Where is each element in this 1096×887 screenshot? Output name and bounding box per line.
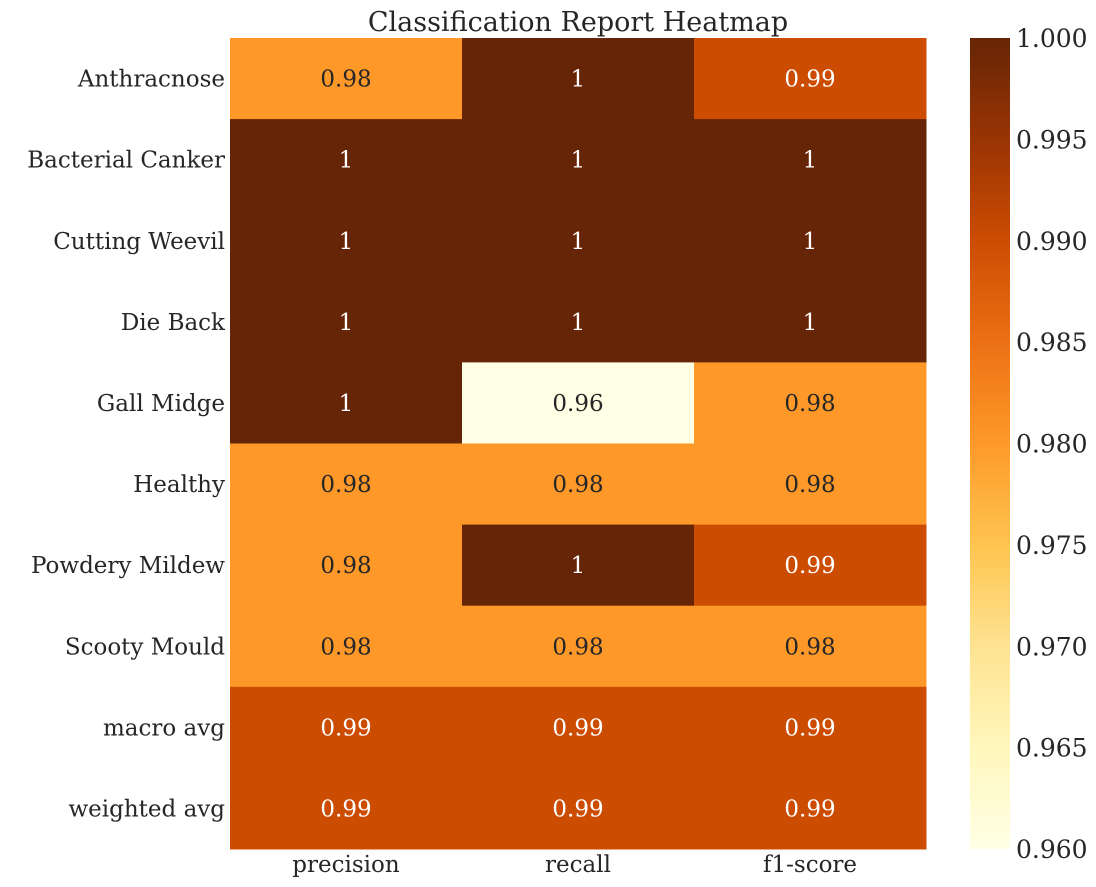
colorbar-tick-label: 0.985 [1016, 328, 1088, 357]
heatmap-cell [694, 605, 927, 688]
cell-value-label: 1 [339, 310, 354, 336]
heatmap-cells [230, 38, 927, 850]
colorbar-tick-label: 0.995 [1016, 125, 1088, 154]
heatmap-cell [694, 200, 927, 282]
heatmap-cell [462, 38, 695, 120]
row-label: Die Back [121, 310, 226, 336]
colorbar-tick-label: 1.000 [1016, 24, 1088, 53]
row-label: Powdery Mildew [31, 553, 225, 579]
heatmap-cell [230, 362, 463, 444]
row-label: Scooty Mould [65, 634, 225, 660]
colorbar-tick-label: 0.980 [1016, 430, 1088, 459]
heatmap-cell [230, 281, 463, 363]
heatmap-cell [694, 767, 927, 850]
cell-value-label: 0.98 [320, 553, 371, 579]
cell-value-label: 0.98 [784, 634, 835, 660]
cell-value-label: 0.99 [784, 796, 835, 822]
column-labels: precision recall f1-score [292, 852, 857, 878]
cell-value-label: 0.99 [552, 796, 603, 822]
cell-value-label: 0.98 [784, 391, 835, 417]
column-label: f1-score [763, 852, 857, 878]
cell-value-label: 1 [571, 229, 586, 255]
colorbar [970, 38, 1010, 849]
cell-value-label: 0.98 [320, 67, 371, 93]
cell-value-label: 1 [339, 229, 354, 255]
cell-value-label: 1 [803, 229, 818, 255]
heatmap-cell [694, 281, 927, 363]
row-label: Anthracnose [77, 67, 225, 93]
row-label: weighted avg [68, 796, 225, 822]
heatmap-cell [230, 524, 463, 607]
heatmap-cell [462, 686, 695, 769]
cell-value-label: 1 [571, 67, 586, 93]
cell-value-label: 1 [803, 148, 818, 174]
cell-value-label: 1 [571, 310, 586, 336]
column-label: precision [292, 852, 400, 878]
heatmap-cell [462, 524, 695, 607]
cell-value-label: 0.98 [552, 472, 603, 498]
heatmap-cell [694, 443, 927, 526]
row-label: Gall Midge [97, 391, 225, 417]
column-label: recall [545, 852, 611, 878]
heatmap-cell [694, 38, 927, 120]
heatmap-cell [462, 605, 695, 688]
heatmap-cell [230, 605, 463, 688]
cell-value-label: 0.98 [320, 472, 371, 498]
heatmap-cell [230, 767, 463, 850]
heatmap-cell [462, 281, 695, 363]
row-label: Healthy [133, 472, 225, 498]
heatmap-cell [694, 686, 927, 769]
row-label: Bacterial Canker [27, 148, 225, 174]
colorbar-ticks: 1.000 0.995 0.990 0.985 0.980 0.975 0.970 0.965… [1016, 24, 1088, 864]
colorbar-tick-label: 0.965 [1016, 734, 1088, 763]
colorbar-tick-label: 0.970 [1016, 632, 1088, 661]
heatmap-cell [462, 200, 695, 282]
row-labels: Anthracnose Bacterial Canker Cutting Weevi… [27, 67, 226, 823]
cell-value-label: 0.99 [784, 67, 835, 93]
heatmap-cell [230, 443, 463, 526]
cell-value-label: 0.99 [784, 553, 835, 579]
cell-value-label: 0.96 [552, 391, 603, 417]
heatmap-cell [230, 200, 463, 282]
heatmap-cell [462, 119, 695, 201]
cell-value-label: 1 [339, 148, 354, 174]
colorbar-tick-label: 0.990 [1016, 227, 1088, 256]
cell-value-label: 1 [571, 148, 586, 174]
cell-value-label: 0.99 [320, 796, 371, 822]
cell-value-label: 0.99 [784, 715, 835, 741]
heatmap-cell [230, 119, 463, 201]
heatmap-cell [694, 119, 927, 201]
colorbar-tick-label: 0.975 [1016, 531, 1088, 560]
heatmap-cell [462, 443, 695, 526]
heatmap-cell [694, 362, 927, 444]
cell-value-label: 1 [571, 553, 586, 579]
cell-value-label: 0.98 [784, 472, 835, 498]
row-label: macro avg [103, 715, 225, 741]
cell-value-label: 0.98 [320, 634, 371, 660]
row-label: Cutting Weevil [53, 229, 225, 255]
heatmap-cell [462, 362, 695, 444]
cell-value-label: 0.98 [552, 634, 603, 660]
cell-value-label: 1 [803, 310, 818, 336]
heatmap-cell [694, 524, 927, 607]
colorbar-tick-label: 0.960 [1016, 835, 1088, 864]
heatmap-cell [230, 38, 463, 120]
chart-title: Classification Report Heatmap [368, 7, 788, 38]
cell-value-label: 0.99 [320, 715, 371, 741]
heatmap-cell [230, 686, 463, 769]
heatmap-cell [462, 767, 695, 850]
cell-value-label: 1 [339, 391, 354, 417]
cell-labels: 0.98 1 0.99 1 1 1 1 1 1 1 1 1 1 0.96 0.98 0.98 0.98 0.98 0… [320, 67, 835, 823]
cell-value-label: 0.99 [552, 715, 603, 741]
